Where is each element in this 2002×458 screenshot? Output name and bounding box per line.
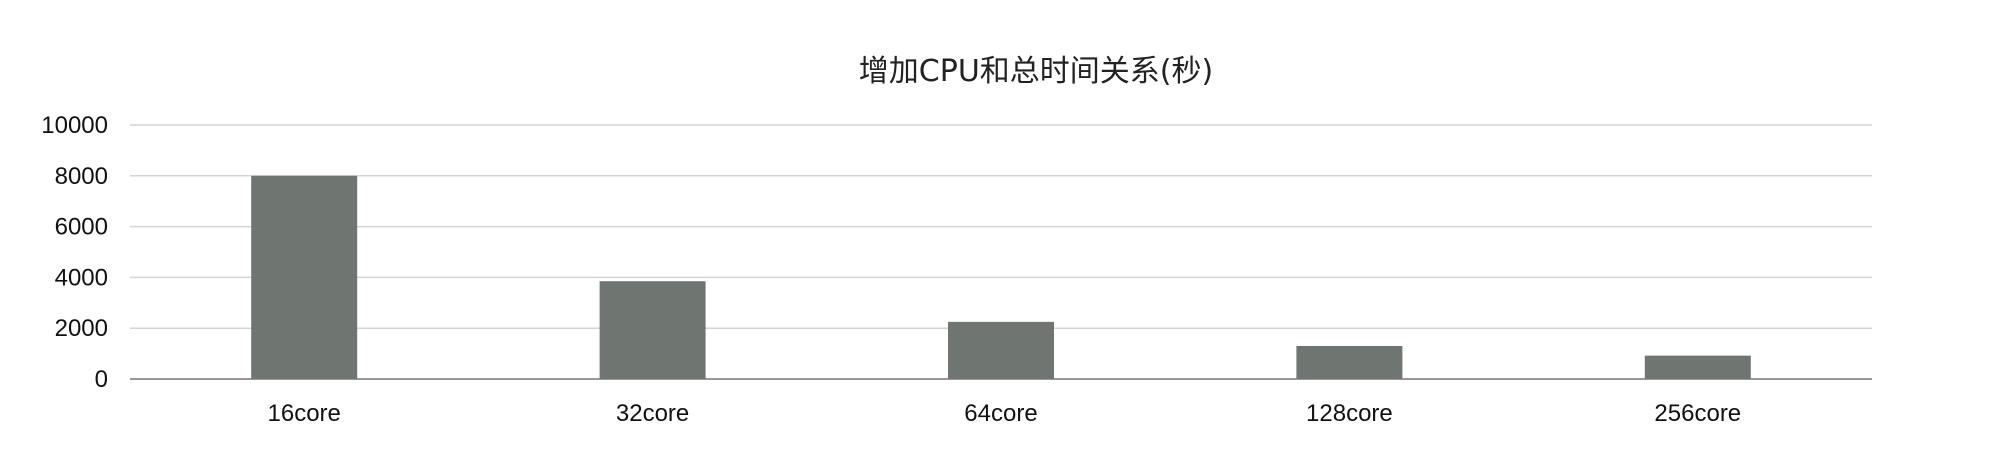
y-tick-label: 10000	[41, 112, 108, 139]
x-axis-tick-labels: 16core 32core 64core 128core 256core	[268, 400, 1742, 427]
bar-32core	[599, 281, 706, 379]
x-tick-label: 256core	[1654, 400, 1741, 427]
x-tick-label: 128core	[1306, 400, 1393, 427]
y-tick-label: 2000	[55, 315, 108, 342]
x-tick-label: 32core	[616, 400, 689, 427]
chart-title: 增加CPU和总时间关系(秒)	[859, 54, 1213, 89]
x-tick-label: 64core	[964, 400, 1037, 427]
x-tick-label: 16core	[268, 400, 341, 427]
bar-64core	[948, 321, 1054, 379]
bar-128core	[1296, 345, 1403, 379]
y-tick-label: 6000	[55, 214, 108, 241]
y-tick-label: 0	[95, 366, 108, 393]
y-tick-label: 4000	[55, 264, 108, 291]
bar-256core	[1644, 355, 1751, 379]
y-axis-tick-labels: 0 2000 4000 6000 8000 10000	[41, 112, 108, 393]
bar-16core	[251, 175, 358, 379]
bars	[251, 175, 1751, 379]
y-tick-label: 8000	[55, 163, 108, 190]
gridlines	[130, 124, 1872, 329]
